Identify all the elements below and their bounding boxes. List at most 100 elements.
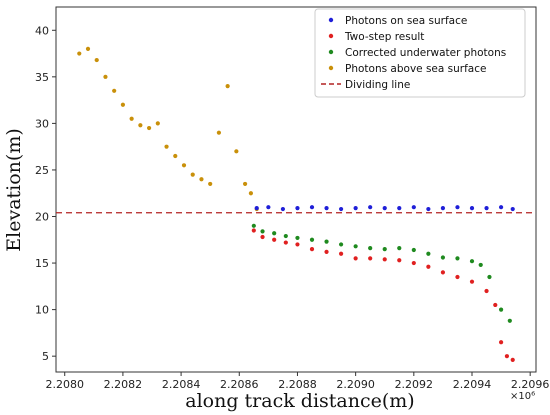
two-step-photon xyxy=(368,256,373,261)
y-tick-label: 5 xyxy=(42,350,49,363)
legend-label-two-step: Two-step result xyxy=(344,31,424,43)
corrected-underwater-photon xyxy=(426,251,431,256)
sea-surface-photon xyxy=(469,206,475,211)
two-step-photon xyxy=(353,256,358,261)
two-step-photon xyxy=(272,237,277,242)
corrected-underwater-photon xyxy=(260,229,265,234)
two-step-photon xyxy=(469,279,475,284)
corrected-underwater-photon xyxy=(507,318,512,323)
series-layer xyxy=(77,46,515,362)
two-step-photon xyxy=(510,357,515,362)
two-step-photon xyxy=(295,242,300,247)
sea-surface-photon xyxy=(254,206,259,211)
above-surface-photon xyxy=(112,88,117,93)
sea-surface-photon xyxy=(353,206,358,211)
legend-box xyxy=(314,8,526,98)
two-step-photon xyxy=(504,354,510,359)
corrected-underwater-photon xyxy=(324,239,329,244)
y-tick-label: 20 xyxy=(35,211,49,224)
legend-marker-corrected xyxy=(328,49,334,55)
sea-surface-photon xyxy=(266,205,271,210)
sea-surface-photon xyxy=(309,205,315,210)
legend-marker-above-surface xyxy=(328,65,334,71)
x-axis-title: along track distance(m) xyxy=(185,390,414,412)
legend-label-dividing-line: Dividing line xyxy=(345,79,410,91)
y-tick-label: 10 xyxy=(35,304,49,317)
two-step-photon xyxy=(484,288,489,294)
corrected-underwater-photon xyxy=(440,255,446,260)
corrected-underwater-photon xyxy=(251,223,256,228)
series-two-step-photon xyxy=(251,228,515,362)
legend-label-above-surface: Photons above sea surface xyxy=(345,63,486,75)
above-surface-photon xyxy=(120,102,126,107)
above-surface-photon xyxy=(199,177,204,182)
y-tick-label: 25 xyxy=(35,164,49,177)
two-step-photon xyxy=(260,234,265,240)
legend-label-sea-surface: Photons on sea surface xyxy=(345,15,467,27)
above-surface-photon xyxy=(225,84,230,89)
above-surface-photon xyxy=(94,57,99,63)
series-sea-surface-photon xyxy=(254,205,515,212)
corrected-underwater-photon xyxy=(397,246,402,251)
above-surface-photon xyxy=(208,181,213,187)
x-axis-multiplier: ×10⁶ xyxy=(510,391,535,402)
corrected-underwater-photon xyxy=(498,307,504,312)
two-step-photon xyxy=(426,264,431,269)
x-tick-label: 2.2092 xyxy=(395,378,434,391)
legend-marker-sea-surface xyxy=(328,17,334,23)
x-axis: 2.2080 2.2082 2.2084 2.2086 2.2088 2.2090 2.20… xyxy=(45,372,549,391)
above-surface-photon xyxy=(155,121,160,126)
two-step-photon xyxy=(397,258,402,263)
series-corrected-underwater-photon xyxy=(251,223,512,323)
above-surface-photon xyxy=(85,46,91,52)
x-tick-label: 2.2090 xyxy=(336,378,375,391)
y-axis: 5 10 15 20 25 30 35 40 xyxy=(35,24,56,363)
two-step-photon xyxy=(440,270,446,275)
above-surface-photon xyxy=(173,153,178,159)
above-surface-photon xyxy=(248,191,254,196)
two-step-photon xyxy=(309,246,315,252)
above-surface-photon xyxy=(190,172,195,177)
corrected-underwater-photon xyxy=(478,262,483,268)
sea-surface-photon xyxy=(510,206,515,212)
corrected-underwater-photon xyxy=(353,244,358,249)
x-tick-label: 2.2094 xyxy=(453,378,492,391)
two-step-photon xyxy=(455,274,460,280)
corrected-underwater-photon xyxy=(368,246,373,251)
corrected-underwater-photon xyxy=(272,231,277,236)
corrected-underwater-photon xyxy=(338,242,344,247)
corrected-underwater-photon xyxy=(469,259,475,264)
legend: Photons on sea surface Two-step result C… xyxy=(314,8,526,98)
series-above-surface-photon xyxy=(77,46,259,212)
y-axis-title: Elevation(m) xyxy=(3,128,25,251)
sea-surface-photon xyxy=(455,205,460,210)
legend-label-corrected: Corrected underwater photons xyxy=(345,47,506,59)
x-tick-label: 2.2082 xyxy=(104,378,143,391)
sea-surface-photon xyxy=(498,205,504,210)
above-surface-photon xyxy=(138,123,143,128)
above-surface-photon xyxy=(77,51,82,56)
two-step-photon xyxy=(411,260,416,266)
two-step-photon xyxy=(498,340,504,345)
sea-surface-photon xyxy=(338,206,344,212)
corrected-underwater-photon xyxy=(309,237,315,242)
x-tick-label: 2.2088 xyxy=(278,378,317,391)
sea-surface-photon xyxy=(324,206,329,211)
above-surface-photon xyxy=(164,144,169,149)
above-surface-photon xyxy=(129,116,134,121)
sea-surface-photon xyxy=(382,206,387,211)
x-tick-label: 2.2080 xyxy=(45,378,84,391)
sea-surface-photon xyxy=(484,206,489,211)
sea-surface-photon xyxy=(426,206,431,212)
above-surface-photon xyxy=(181,163,187,168)
sea-surface-photon xyxy=(280,206,286,212)
above-surface-photon xyxy=(242,181,248,187)
y-tick-label: 30 xyxy=(35,117,49,130)
two-step-photon xyxy=(251,228,256,233)
sea-surface-photon xyxy=(368,205,373,210)
sea-surface-photon xyxy=(295,206,300,211)
legend-marker-two-step xyxy=(328,33,334,39)
two-step-photon xyxy=(283,240,288,245)
y-tick-label: 35 xyxy=(35,71,49,84)
